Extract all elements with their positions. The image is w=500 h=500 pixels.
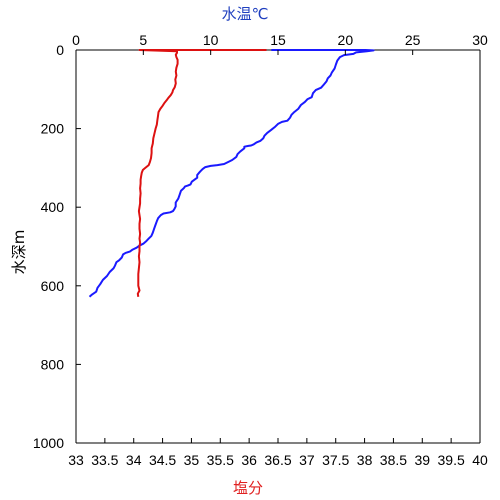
bottom-tick-label: 37.5 [322, 452, 349, 468]
top-tick-label: 10 [203, 32, 219, 48]
bottom-tick-label: 38 [357, 452, 373, 468]
plot-area [76, 50, 480, 443]
left-tick-label: 200 [41, 121, 65, 137]
bottom-tick-label: 34 [126, 452, 142, 468]
top-tick-label: 0 [72, 32, 80, 48]
bottom-tick-label: 33 [68, 452, 84, 468]
top-tick-label: 5 [139, 32, 147, 48]
bottom-tick-label: 39 [414, 452, 430, 468]
bottom-tick-label: 38.5 [380, 452, 407, 468]
top-tick-label: 15 [270, 32, 286, 48]
top-tick-label: 20 [338, 32, 354, 48]
bottom-tick-label: 40 [472, 452, 488, 468]
top-tick-label: 25 [405, 32, 421, 48]
bottom-tick-label: 33.5 [91, 452, 118, 468]
series-line-1 [88, 49, 375, 298]
bottom-tick-label: 34.5 [149, 452, 176, 468]
bottom-tick-label: 35 [184, 452, 200, 468]
bottom-tick-label: 35.5 [207, 452, 234, 468]
left-axis-title: 水深m [10, 230, 28, 275]
top-axis-title: 水温℃ [222, 5, 269, 23]
ticks-layer: 0 5 10 15 20 25 30 33 33.5 34 34.5 35 35.5 36 36.5 37 37… [33, 32, 488, 468]
bottom-tick-label: 36 [241, 452, 257, 468]
left-tick-label: 800 [41, 356, 65, 372]
left-tick-label: 600 [41, 278, 65, 294]
left-tick-label: 0 [56, 42, 64, 58]
bottom-tick-label: 36.5 [264, 452, 291, 468]
bottom-axis-title: 塩分 [233, 479, 263, 497]
series-line-2 [136, 49, 267, 297]
top-tick-label: 30 [472, 32, 488, 48]
bottom-tick-label: 39.5 [438, 452, 465, 468]
series-layer [88, 49, 375, 298]
left-tick-label: 1000 [33, 435, 64, 451]
bottom-tick-label: 37 [299, 452, 315, 468]
left-tick-label: 400 [41, 199, 65, 215]
